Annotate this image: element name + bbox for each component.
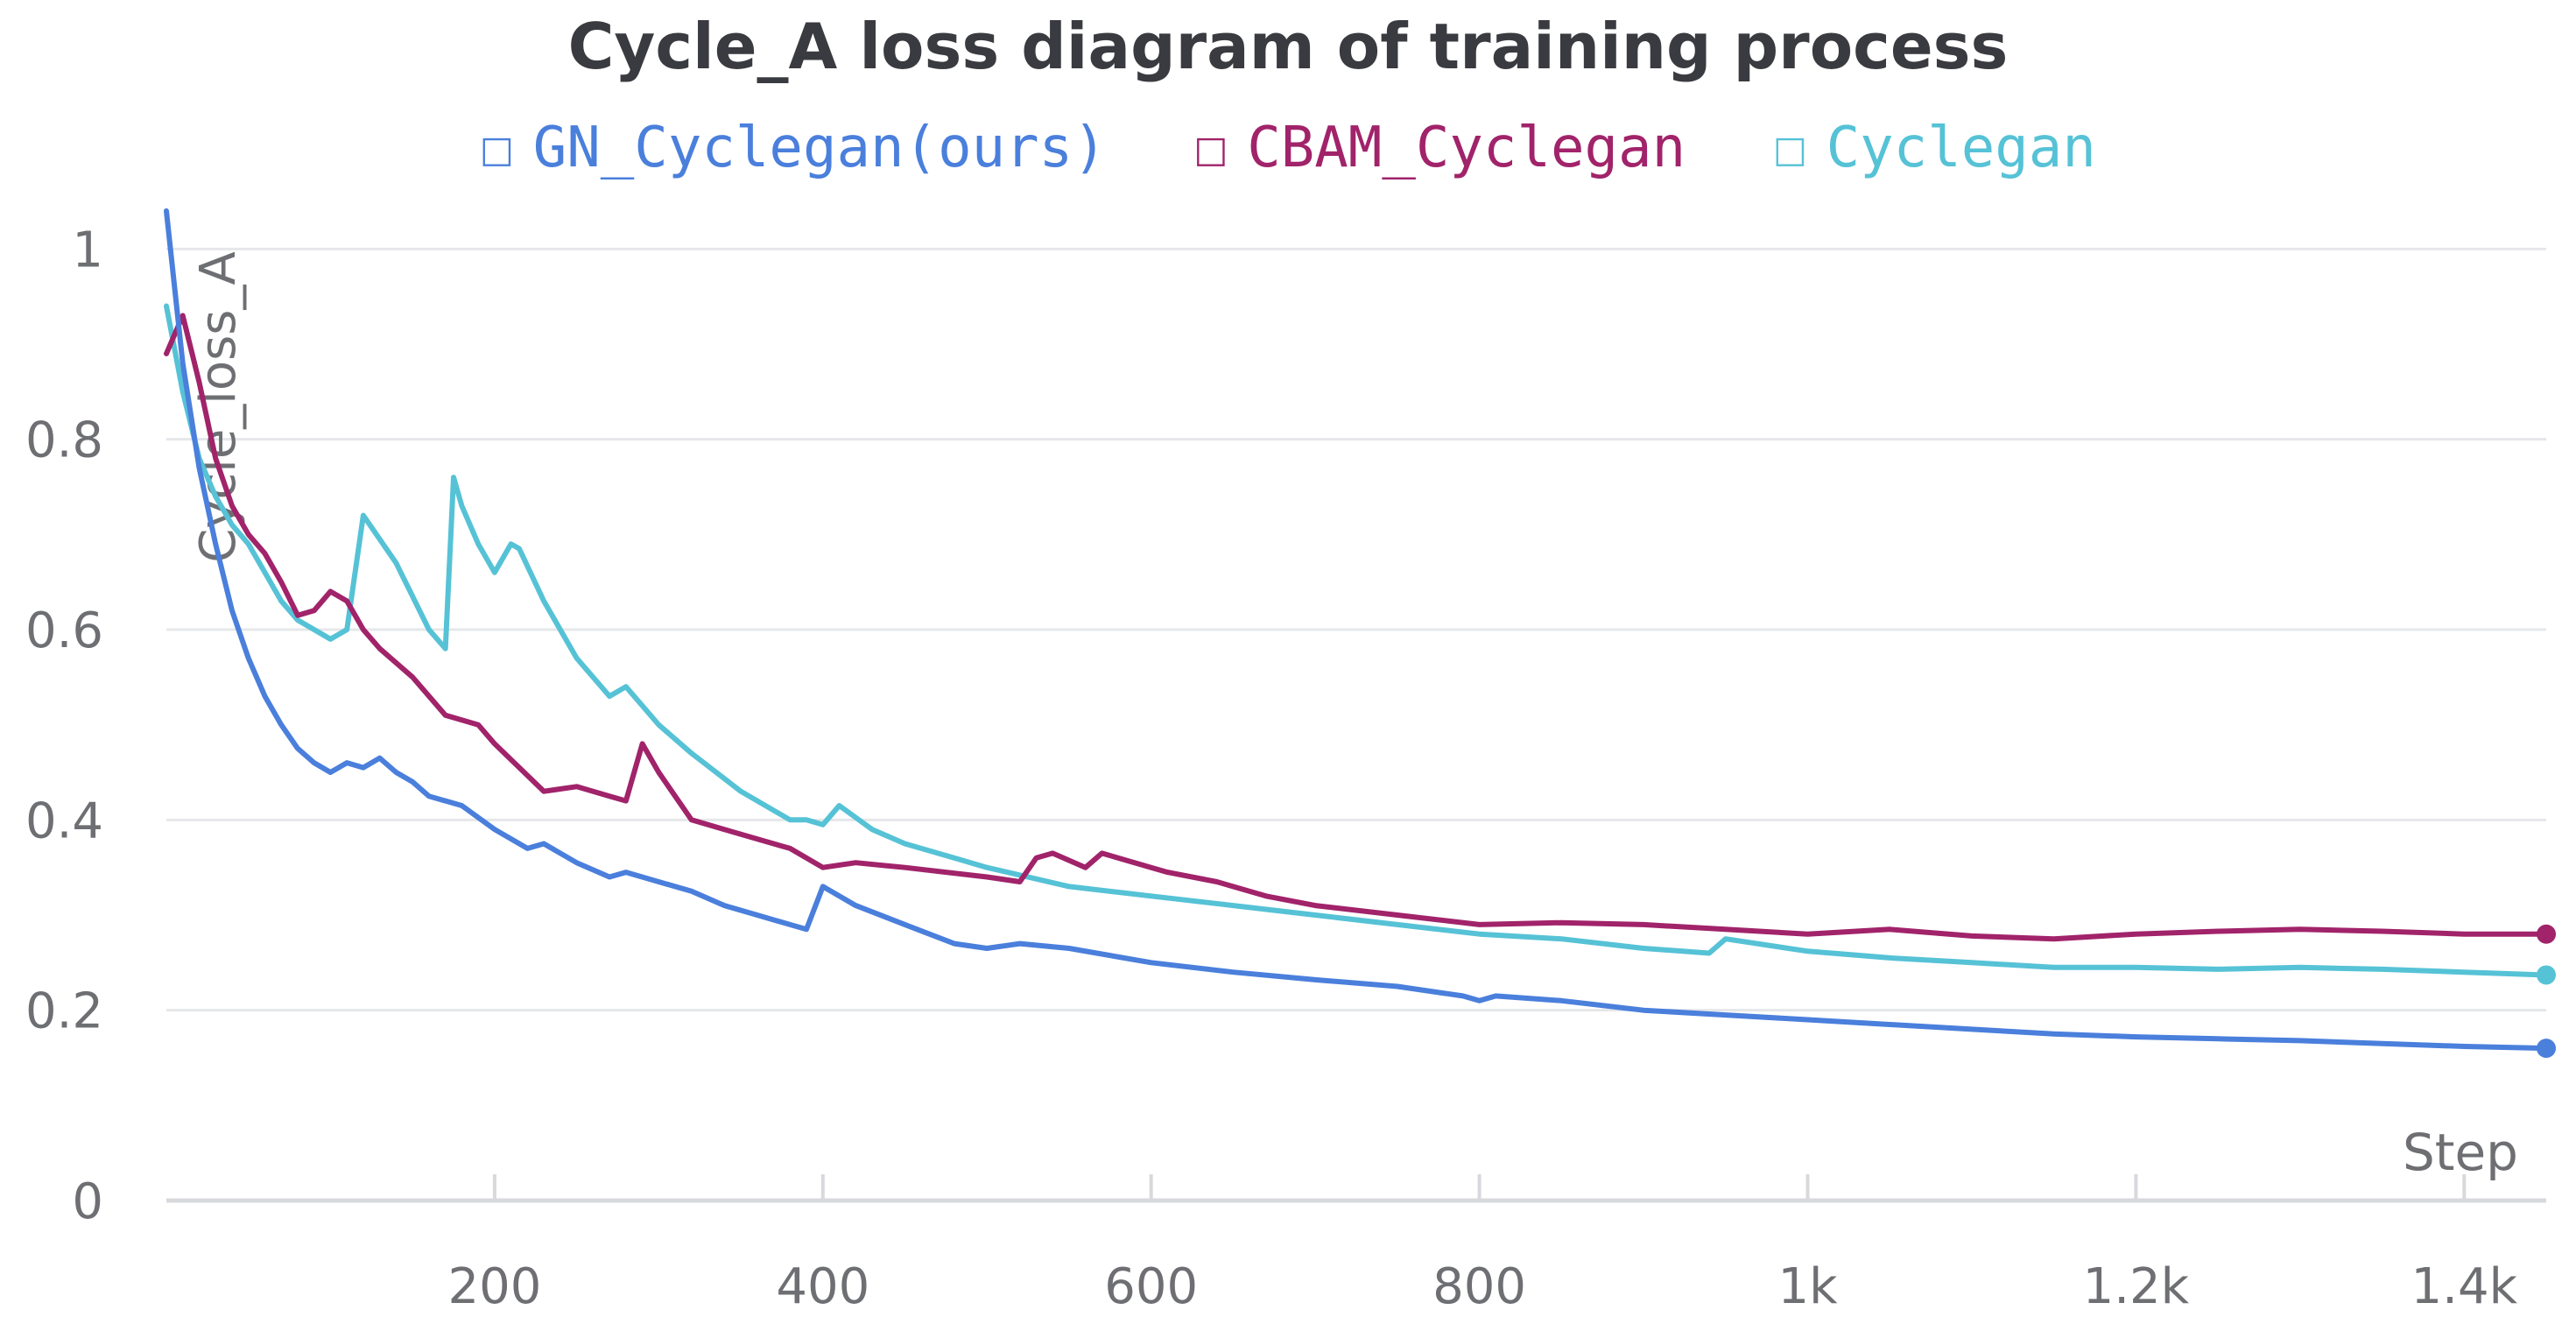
series-line-cbam-cyclegan	[164, 313, 2549, 942]
legend-label: Cyclegan	[1826, 116, 2096, 180]
x-axis-ticks: 200 400 600 800 1k 1.2k 1.4k	[447, 1174, 2518, 1315]
legend-item-cbam-cyclegan[interactable]: ☐ CBAM_Cyclegan	[1194, 116, 1686, 180]
legend-item-gn-cyclegan-ours[interactable]: ☐ GN_Cyclegan(ours)	[480, 116, 1107, 180]
x-axis-label: Step	[2403, 1123, 2518, 1182]
gridlines	[166, 247, 2546, 1012]
y-tick-label: 1	[72, 222, 103, 278]
series-end-marker-cbam-cyclegan	[2537, 924, 2556, 944]
series-line-gn-cyclegan-ours	[164, 208, 2549, 1052]
series-end-marker-gn-cyclegan-ours	[2537, 1039, 2556, 1059]
legend-swatch-icon: ☐	[1773, 116, 1807, 180]
x-tick-label: 600	[1104, 1258, 1198, 1315]
series-lines	[164, 208, 2549, 1052]
series-end-marker-cyclegan	[2537, 965, 2556, 985]
legend-label: GN_Cyclegan(ours)	[533, 116, 1107, 180]
legend-label: CBAM_Cyclegan	[1247, 116, 1686, 180]
y-axis-ticks: 0 0.2 0.4 0.6 0.8 1	[25, 222, 103, 1230]
x-tick-label: 400	[776, 1258, 869, 1315]
legend-item-cyclegan[interactable]: ☐ Cyclegan	[1773, 116, 2096, 180]
x-tick-label: 200	[447, 1258, 541, 1315]
chart-title: Cycle_A loss diagram of training process	[568, 10, 2009, 83]
y-tick-label: 0.6	[25, 602, 103, 659]
legend-swatch-icon: ☐	[480, 116, 514, 180]
y-tick-label: 0.8	[25, 412, 103, 469]
series-end-markers	[2537, 924, 2556, 1059]
x-tick-label: 1.2k	[2083, 1258, 2190, 1315]
y-tick-label: 0	[72, 1173, 103, 1230]
y-tick-label: 0.4	[25, 792, 103, 849]
x-tick-label: 1.4k	[2411, 1258, 2518, 1315]
series-line-cyclegan	[164, 303, 2549, 978]
x-tick-label: 800	[1432, 1258, 1526, 1315]
legend-swatch-icon: ☐	[1194, 116, 1228, 180]
y-tick-label: 0.2	[25, 983, 103, 1040]
x-tick-label: 1k	[1777, 1258, 1838, 1315]
legend: ☐ GN_Cyclegan(ours) ☐ CBAM_Cyclegan ☐ Cyclega…	[480, 116, 2096, 180]
